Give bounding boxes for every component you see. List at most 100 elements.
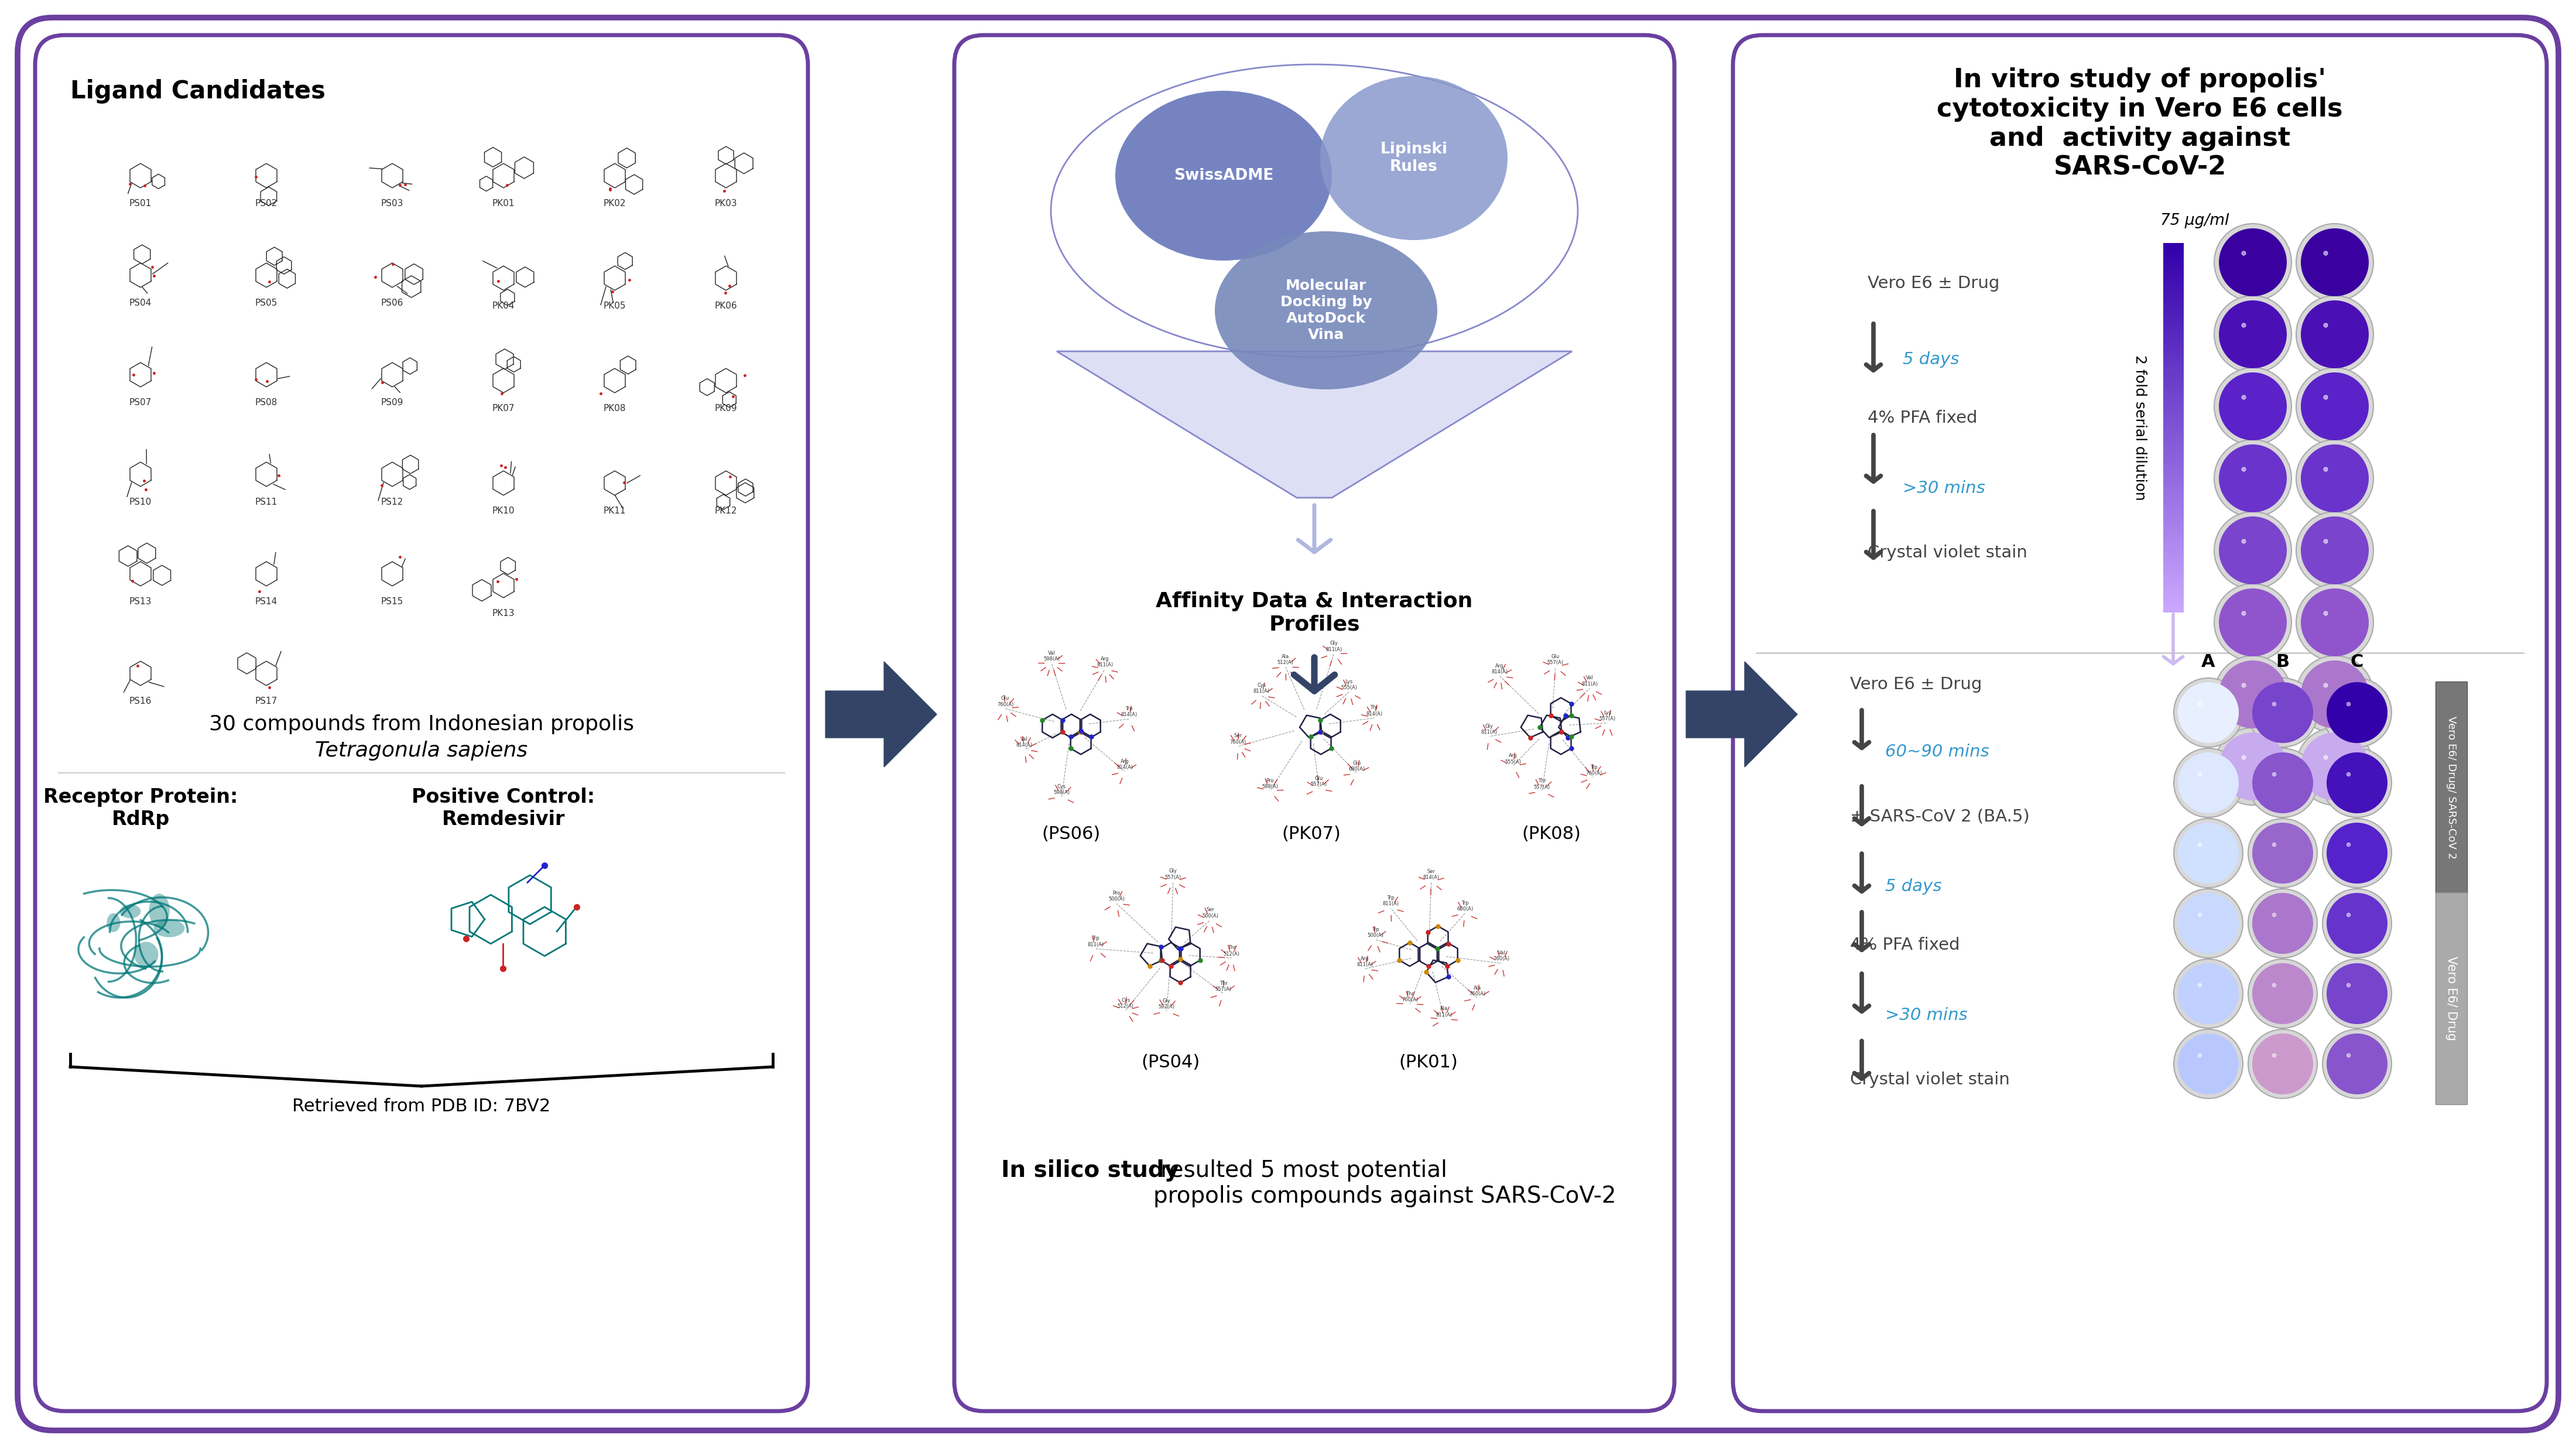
Text: Thr
557(A): Thr 557(A)	[1533, 779, 1551, 789]
Bar	[2164, 345, 2184, 349]
Text: PK01: PK01	[492, 200, 515, 209]
Text: Gly
811(A): Gly 811(A)	[1481, 724, 1497, 734]
Text: Cys
512(A): Cys 512(A)	[1118, 998, 1133, 1009]
Text: PS09: PS09	[381, 398, 404, 407]
Text: PS07: PS07	[129, 398, 152, 407]
Text: SwissADME: SwissADME	[1175, 168, 1273, 184]
Text: A: A	[2202, 653, 2215, 670]
Circle shape	[2324, 1030, 2391, 1099]
Text: Gly
557(A): Gly 557(A)	[1164, 869, 1182, 880]
Bar	[2164, 395, 2184, 400]
Text: Arg
555(A): Arg 555(A)	[1504, 753, 1520, 765]
Text: Molecular
Docking by
AutoDock
Vina: Molecular Docking by AutoDock Vina	[1280, 279, 1373, 342]
Text: Vero E6 ± Drug: Vero E6 ± Drug	[1850, 676, 1981, 692]
Bar	[2164, 400, 2184, 405]
Circle shape	[2251, 893, 2313, 954]
Bar	[2164, 584, 2184, 589]
Text: Trp
811(A): Trp 811(A)	[1087, 935, 1103, 947]
Circle shape	[2326, 963, 2388, 1024]
Circle shape	[2249, 959, 2318, 1028]
Text: Ser
500(A): Ser 500(A)	[1203, 908, 1218, 918]
Bar	[2164, 556, 2184, 562]
Text: 5 days: 5 days	[1904, 352, 1960, 368]
Bar	[2164, 271, 2184, 277]
Text: Val
598(A): Val 598(A)	[1043, 650, 1059, 662]
FancyArrow shape	[1687, 662, 1798, 767]
Bar	[2164, 266, 2184, 271]
Circle shape	[2295, 368, 2372, 445]
Text: Cys
598(A): Cys 598(A)	[1054, 783, 1069, 795]
FancyBboxPatch shape	[2434, 892, 2468, 1105]
Text: Vero E6 ± Drug: Vero E6 ± Drug	[1868, 275, 1999, 291]
Text: (PS04): (PS04)	[1141, 1054, 1200, 1072]
Circle shape	[2174, 818, 2244, 888]
Circle shape	[2295, 295, 2372, 374]
Circle shape	[2300, 300, 2370, 368]
Text: Trp
814(A): Trp 814(A)	[1121, 707, 1136, 718]
Bar	[2164, 381, 2184, 387]
Bar	[2164, 294, 2184, 298]
Bar	[2164, 317, 2184, 321]
Circle shape	[2300, 372, 2370, 440]
Text: Gly
811(A): Gly 811(A)	[1327, 641, 1342, 652]
Text: Cys
811(A): Cys 811(A)	[1252, 682, 1270, 694]
Bar	[2164, 340, 2184, 345]
Text: Pro
598(A): Pro 598(A)	[1262, 778, 1278, 789]
Bar	[2164, 482, 2184, 488]
Text: PK11: PK11	[603, 507, 626, 515]
Bar	[2164, 552, 2184, 557]
Circle shape	[2324, 678, 2391, 747]
Text: Arg
814(A): Arg 814(A)	[1118, 759, 1133, 770]
Text: PK03: PK03	[714, 200, 737, 209]
Circle shape	[2251, 682, 2313, 743]
Circle shape	[2249, 889, 2318, 959]
Circle shape	[2324, 749, 2391, 817]
Text: resulted 5 most potential
propolis compounds against SARS-CoV-2: resulted 5 most potential propolis compo…	[1154, 1160, 1615, 1208]
Bar	[2164, 404, 2184, 410]
Text: PS11: PS11	[255, 498, 278, 507]
Circle shape	[2177, 963, 2239, 1024]
Bar	[2164, 336, 2184, 340]
Bar	[2164, 488, 2184, 492]
Text: Glu
680(A): Glu 680(A)	[1350, 760, 1365, 772]
Text: 4% PFA fixed: 4% PFA fixed	[1850, 937, 1960, 953]
Bar	[2164, 252, 2184, 258]
Text: Arg
811(A): Arg 811(A)	[1097, 656, 1113, 668]
Bar	[2164, 256, 2184, 262]
Text: C: C	[2349, 653, 2365, 670]
Text: PK13: PK13	[492, 610, 515, 618]
Text: Glu
557(A): Glu 557(A)	[1311, 776, 1327, 788]
Circle shape	[2251, 1034, 2313, 1095]
Ellipse shape	[134, 941, 157, 967]
Text: >30 mins: >30 mins	[1886, 1008, 1968, 1024]
Bar	[2164, 579, 2184, 585]
Text: Vero E6/ Drug/ SARS-CoV 2: Vero E6/ Drug/ SARS-CoV 2	[2447, 717, 2458, 859]
Ellipse shape	[106, 914, 121, 933]
Bar	[2164, 505, 2184, 511]
Text: Glu
760(A): Glu 760(A)	[997, 695, 1012, 707]
Circle shape	[2218, 660, 2287, 728]
Ellipse shape	[1319, 77, 1507, 240]
Bar	[2164, 589, 2184, 594]
Text: Gly
592(A): Gly 592(A)	[1159, 998, 1175, 1009]
Circle shape	[2249, 818, 2318, 888]
Bar	[2164, 594, 2184, 598]
Text: 5 days: 5 days	[1886, 879, 1942, 895]
Circle shape	[2300, 445, 2370, 513]
Bar	[2164, 427, 2184, 433]
Bar	[2164, 511, 2184, 515]
Ellipse shape	[121, 905, 142, 918]
Text: Ala
512(A): Ala 512(A)	[1278, 654, 1293, 666]
Text: PS03: PS03	[381, 200, 404, 209]
Text: Thr
760(A): Thr 760(A)	[1401, 990, 1419, 1002]
Circle shape	[2174, 1030, 2244, 1099]
Text: PS04: PS04	[129, 298, 152, 307]
Ellipse shape	[1115, 91, 1332, 261]
Text: Lys
555(A): Lys 555(A)	[1340, 679, 1358, 691]
Circle shape	[2251, 822, 2313, 883]
Bar	[2164, 391, 2184, 395]
Text: 60~90 mins: 60~90 mins	[1886, 744, 1989, 760]
Bar	[2164, 368, 2184, 372]
Bar	[2164, 571, 2184, 575]
Circle shape	[2215, 368, 2293, 445]
